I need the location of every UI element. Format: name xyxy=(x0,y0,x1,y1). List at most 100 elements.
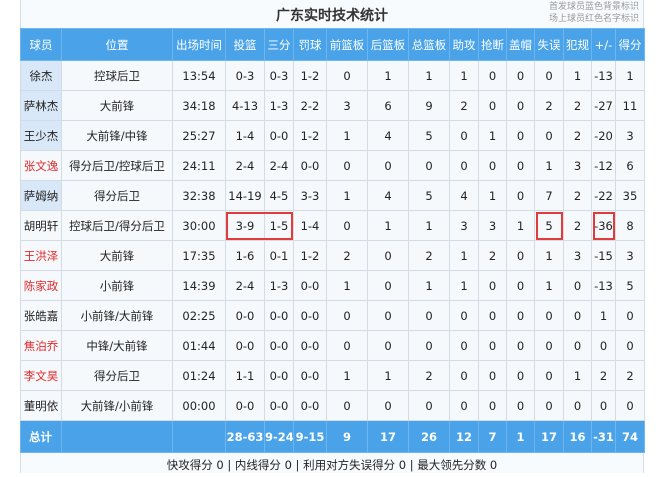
stat-cell: 1 xyxy=(534,150,564,181)
player-row: 陈家政 小前锋 14:39 2-4 1-3 0-0 1 0 1 1 0 0 1 0 -13 5 xyxy=(20,270,645,301)
player-row: 焦泊乔 中锋/大前锋 01:44 0-0 0-0 0-0 0 0 0 0 0 0 0 0 0 0 xyxy=(20,330,645,361)
column-header[interactable]: 出场时间 xyxy=(172,28,226,61)
stat-cell: 控球后卫/得分后卫 xyxy=(61,210,173,241)
stat-cell: 1 xyxy=(408,210,450,241)
stat-cell: 1 xyxy=(478,120,507,151)
stat-cell: 1 xyxy=(449,60,479,91)
player-name: 陈家政 xyxy=(20,270,62,301)
stat-cell: 2 xyxy=(449,90,479,121)
stat-cell: 2 xyxy=(408,360,450,391)
column-header[interactable]: 三分 xyxy=(264,28,294,61)
stat-cell: 0 xyxy=(326,390,368,421)
total-cell: 9-15 xyxy=(293,420,327,453)
stat-cell: 9 xyxy=(408,90,450,121)
total-cell: 1 xyxy=(506,420,535,453)
stat-cell: 4 xyxy=(367,180,409,211)
stat-cell: 1 xyxy=(563,360,592,391)
stat-cell: 0 xyxy=(478,150,507,181)
stat-cell: 0 xyxy=(449,300,479,331)
stat-cell: 小前锋 xyxy=(61,270,173,301)
stat-cell: 0 xyxy=(534,300,564,331)
stat-cell: 0 xyxy=(506,390,535,421)
column-header[interactable]: 总篮板 xyxy=(408,28,450,61)
stat-cell: 0 xyxy=(478,330,507,361)
stat-cell: 0 xyxy=(449,330,479,361)
stat-cell: 1 xyxy=(367,210,409,241)
stat-cell: 17:35 xyxy=(172,240,226,271)
stat-cell: 5 xyxy=(408,120,450,151)
stat-cell: 0-0 xyxy=(264,120,294,151)
stat-cell: 1-3 xyxy=(264,90,294,121)
stat-cell: 3 xyxy=(563,150,592,181)
column-header[interactable]: 后篮板 xyxy=(367,28,409,61)
stat-cell: 4 xyxy=(449,180,479,211)
column-header[interactable]: 得分 xyxy=(615,28,645,61)
highlight-box xyxy=(226,212,293,240)
column-header[interactable]: 投篮 xyxy=(225,28,265,61)
player-row: 王洪泽 大前锋 17:35 1-6 0-1 1-2 2 0 2 1 2 0 1 3 -15 3 xyxy=(20,240,645,271)
player-name: 王洪泽 xyxy=(20,240,62,271)
stat-cell: 0-0 xyxy=(293,360,327,391)
stat-cell: 2 xyxy=(534,90,564,121)
stat-cell: 2 xyxy=(563,120,592,151)
stat-cell: 4 xyxy=(367,120,409,151)
stat-cell: -15 xyxy=(591,240,616,271)
stat-cell: 3 xyxy=(326,90,368,121)
stat-cell: 1 xyxy=(367,60,409,91)
stat-cell: 4-5 xyxy=(264,180,294,211)
column-header[interactable]: 助攻 xyxy=(449,28,479,61)
stat-cell: -20 xyxy=(591,120,616,151)
player-name: 王少杰 xyxy=(20,120,62,151)
player-row: 萨林杰 大前锋 34:18 4-13 1-3 2-2 3 6 9 2 0 0 2 2 -27 11 xyxy=(20,90,645,121)
player-name: 萨姆纳 xyxy=(20,180,62,211)
stat-cell: 得分后卫 xyxy=(61,180,173,211)
stat-cell: 2-4 xyxy=(264,150,294,181)
stat-cell: -36 xyxy=(591,210,616,241)
stat-cell: 3 xyxy=(449,210,479,241)
stat-cell: 0 xyxy=(506,330,535,361)
stat-cell: 0 xyxy=(534,330,564,361)
stat-cell: 1 xyxy=(615,60,645,91)
stat-cell: 0-0 xyxy=(225,330,265,361)
stat-cell: 0 xyxy=(367,240,409,271)
column-header[interactable]: 位置 xyxy=(61,28,173,61)
player-name: 董明依 xyxy=(20,390,62,421)
column-header[interactable]: 球员 xyxy=(20,28,62,61)
column-header[interactable]: 犯规 xyxy=(563,28,592,61)
column-header[interactable]: 罚球 xyxy=(293,28,327,61)
stat-cell: 2-4 xyxy=(225,270,265,301)
column-header[interactable]: +/- xyxy=(591,28,616,61)
stats-table: 球员 位置 出场时间 投篮 三分 罚球 前篮板 后篮板 总篮板 助攻 抢断 盖帽 失误 犯规 +/- 得分 徐… xyxy=(20,28,645,453)
stat-cell: 25:27 xyxy=(172,120,226,151)
stat-cell: 0 xyxy=(408,330,450,361)
stat-cell: -27 xyxy=(591,90,616,121)
stat-cell: 2-4 xyxy=(225,150,265,181)
stat-cell: 4-13 xyxy=(225,90,265,121)
stat-cell: 2 xyxy=(408,240,450,271)
stat-cell: 大前锋 xyxy=(61,90,173,121)
player-name: 焦泊乔 xyxy=(20,330,62,361)
column-header[interactable]: 失误 xyxy=(534,28,564,61)
total-row: 总计 28-63 9-24 9-15 9 17 26 12 7 1 17 16 -31 74 xyxy=(20,420,645,453)
stat-cell: -13 xyxy=(591,60,616,91)
stat-cell: 0 xyxy=(506,300,535,331)
stat-cell: 1 xyxy=(326,360,368,391)
player-row: 董明依 大前锋/小前锋 00:00 0-0 0-0 0-0 0 0 0 0 0 0 0 0 0 0 xyxy=(20,390,645,421)
stat-cell: 0-0 xyxy=(293,390,327,421)
column-header[interactable]: 抢断 xyxy=(478,28,507,61)
stat-cell: 2 xyxy=(478,240,507,271)
stat-cell: 1 xyxy=(408,270,450,301)
stat-cell: 0 xyxy=(326,300,368,331)
stat-cell: 1 xyxy=(326,270,368,301)
stat-cell: 01:24 xyxy=(172,360,226,391)
stat-cell: 1 xyxy=(563,60,592,91)
stat-cell: 5 xyxy=(408,180,450,211)
stat-cell: 0-1 xyxy=(264,240,294,271)
player-row: 王少杰 大前锋/中锋 25:27 1-4 0-0 1-2 1 4 5 0 1 0 0 2 -20 3 xyxy=(20,120,645,151)
stat-cell: 0 xyxy=(615,390,645,421)
stat-cell: 1 xyxy=(367,360,409,391)
column-header[interactable]: 盖帽 xyxy=(506,28,535,61)
stat-cell: 1 xyxy=(326,120,368,151)
stat-cell: 14-19 xyxy=(225,180,265,211)
column-header[interactable]: 前篮板 xyxy=(326,28,368,61)
